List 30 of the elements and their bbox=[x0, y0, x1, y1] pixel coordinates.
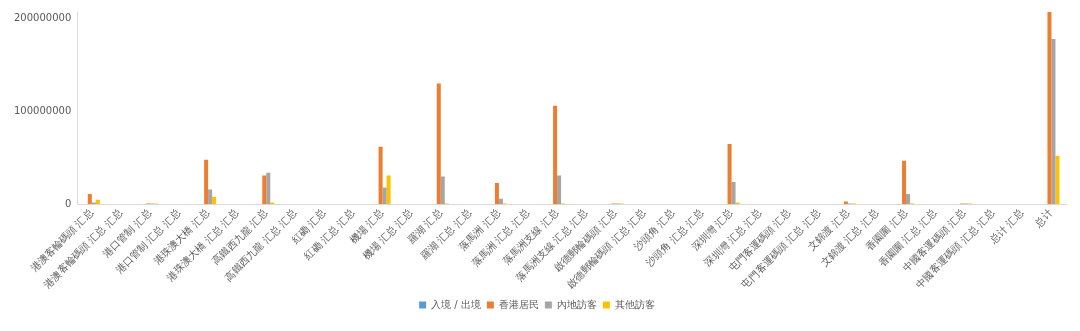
bar bbox=[212, 196, 217, 205]
bar bbox=[440, 176, 445, 205]
y-tick-label: 100000000 bbox=[14, 105, 72, 116]
bar bbox=[494, 182, 499, 205]
bar bbox=[378, 146, 383, 205]
bar bbox=[1051, 38, 1056, 205]
bar bbox=[906, 194, 911, 205]
bar bbox=[262, 175, 267, 205]
bar bbox=[498, 198, 503, 205]
legend-label: 香港居民 bbox=[498, 298, 539, 310]
bar bbox=[1055, 156, 1060, 205]
bar bbox=[266, 172, 271, 205]
bar bbox=[902, 160, 907, 205]
y-tick-label: 200000000 bbox=[14, 12, 72, 24]
bar bbox=[382, 187, 387, 205]
y-tick-label: 0 bbox=[64, 197, 72, 209]
x-tick-label: 总计 bbox=[1032, 207, 1055, 230]
bar bbox=[208, 189, 213, 205]
bar bbox=[204, 159, 209, 205]
bar bbox=[553, 105, 558, 205]
bar bbox=[731, 182, 736, 205]
bar bbox=[1047, 12, 1052, 205]
legend-label: 其他訪客 bbox=[614, 298, 655, 310]
bar bbox=[436, 83, 441, 205]
bar bbox=[557, 175, 562, 205]
legend-label: 內地訪客 bbox=[556, 298, 597, 310]
legend-label: 入境 / 出境 bbox=[431, 298, 481, 310]
bar bbox=[727, 143, 732, 205]
bar bbox=[87, 194, 92, 205]
bar bbox=[386, 175, 391, 205]
